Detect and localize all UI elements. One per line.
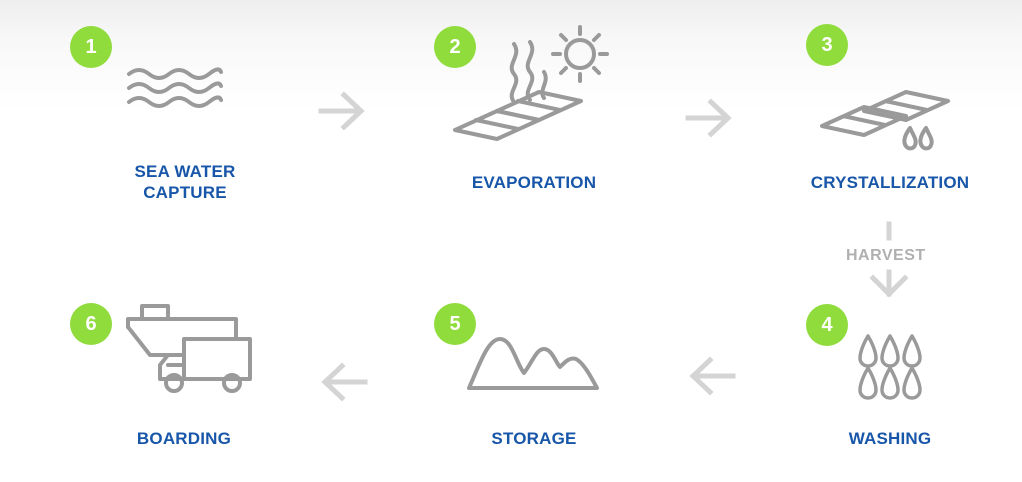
arrow-left-icon — [689, 356, 736, 396]
evaporation-sun-icon — [453, 25, 609, 141]
ship-truck-icon — [126, 304, 252, 393]
step-number-badge-5: 5 — [434, 303, 476, 345]
step-label-crystallization: CRYSTALLIZATION — [810, 173, 970, 192]
harvest-down-arrow-icon — [869, 221, 909, 298]
arrow-right-icon — [318, 91, 365, 131]
step-label-boarding: BOARDING — [136, 429, 232, 448]
step-number-badge-1: 1 — [70, 26, 112, 68]
step-number-badge-4: 4 — [806, 304, 848, 346]
step-number-badge-6: 6 — [70, 303, 112, 345]
step-number-badge-3: 3 — [806, 24, 848, 66]
step-label-line-1: SEA WATER — [134, 162, 236, 181]
arrow-left-icon — [321, 362, 368, 402]
salt-mounds-icon — [467, 337, 599, 390]
step-label-evaporation: EVAPORATION — [471, 173, 597, 192]
crystallization-pans-icon — [820, 90, 950, 151]
arrow-right-icon — [685, 98, 732, 138]
harvest-label: HARVEST — [846, 247, 926, 264]
water-drops-icon — [858, 334, 922, 400]
step-label-storage: STORAGE — [491, 429, 577, 448]
step-number-badge-2: 2 — [434, 26, 476, 68]
waves-icon — [127, 67, 223, 108]
step-label-sea-water-capture: SEA WATER CAPTURE — [100, 161, 270, 203]
step-label-line-2: CAPTURE — [143, 183, 227, 202]
step-label-washing: WASHING — [848, 429, 932, 448]
